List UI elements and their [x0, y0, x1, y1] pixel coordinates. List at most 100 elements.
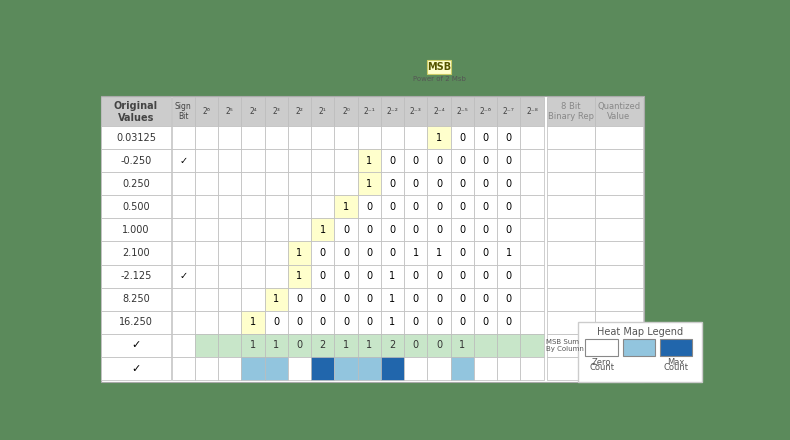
Text: 1: 1	[389, 317, 396, 327]
Bar	[101, 357, 171, 380]
Text: ✓: ✓	[131, 341, 141, 350]
Bar	[311, 149, 334, 172]
Text: 0: 0	[483, 156, 488, 165]
Bar	[474, 311, 497, 334]
Bar	[311, 288, 334, 311]
Bar	[242, 98, 265, 126]
Text: Heat Map Legend: Heat Map Legend	[596, 326, 683, 337]
Text: 16.250: 16.250	[119, 317, 153, 327]
Bar	[288, 98, 311, 126]
Bar	[358, 242, 381, 264]
Bar	[497, 98, 521, 126]
Bar	[521, 98, 544, 126]
Bar	[101, 195, 171, 218]
Text: 2⁻²: 2⁻²	[386, 107, 398, 116]
Text: 8.250: 8.250	[122, 294, 150, 304]
Bar	[595, 311, 643, 334]
Text: 0: 0	[436, 202, 442, 212]
Text: 0: 0	[506, 179, 512, 189]
Text: 0: 0	[506, 317, 512, 327]
Bar	[242, 126, 265, 149]
Bar	[171, 195, 195, 218]
Bar	[358, 334, 381, 357]
Bar	[265, 195, 288, 218]
Bar	[404, 264, 427, 288]
Text: 0: 0	[436, 317, 442, 327]
Bar	[474, 242, 497, 264]
Bar	[265, 334, 288, 357]
Bar	[474, 149, 497, 172]
Bar	[171, 288, 195, 311]
Bar	[101, 149, 171, 172]
Text: 2: 2	[320, 341, 325, 350]
Bar	[547, 242, 595, 264]
Text: 0: 0	[343, 317, 349, 327]
Bar	[242, 195, 265, 218]
Bar	[101, 334, 171, 357]
Text: 0.03125: 0.03125	[116, 132, 156, 143]
Text: 0: 0	[366, 317, 372, 327]
Bar	[101, 96, 645, 381]
Bar	[311, 126, 334, 149]
Bar	[101, 172, 171, 195]
Bar	[450, 334, 474, 357]
Text: 2⁻⁴: 2⁻⁴	[433, 107, 445, 116]
Bar	[595, 126, 643, 149]
Text: 0: 0	[506, 156, 512, 165]
Bar	[450, 311, 474, 334]
Text: 0: 0	[483, 225, 488, 235]
Text: 0: 0	[506, 132, 512, 143]
Bar	[358, 126, 381, 149]
Text: 0: 0	[366, 271, 372, 281]
Bar	[358, 98, 381, 126]
Bar	[450, 242, 474, 264]
Bar	[195, 242, 218, 264]
Bar	[171, 218, 195, 242]
Text: 2⁶: 2⁶	[202, 107, 210, 116]
Bar	[577, 322, 702, 382]
Bar	[381, 98, 404, 126]
Bar	[218, 264, 242, 288]
Text: 1: 1	[436, 248, 442, 258]
Bar	[218, 195, 242, 218]
Text: 0: 0	[389, 225, 396, 235]
Bar	[358, 218, 381, 242]
Text: Count: Count	[664, 363, 689, 372]
Bar	[547, 288, 595, 311]
Bar	[265, 311, 288, 334]
Bar	[381, 172, 404, 195]
Bar	[171, 172, 195, 195]
Bar	[242, 218, 265, 242]
Bar	[521, 334, 544, 357]
Bar	[450, 126, 474, 149]
Text: 0: 0	[343, 271, 349, 281]
Text: 0: 0	[320, 317, 325, 327]
Text: MSB Sum
By Column: MSB Sum By Column	[546, 339, 584, 352]
Bar	[404, 195, 427, 218]
Text: Power of 2 Msb: Power of 2 Msb	[412, 76, 465, 82]
Bar	[404, 149, 427, 172]
Text: 0: 0	[436, 271, 442, 281]
Bar	[427, 195, 450, 218]
Bar	[242, 334, 265, 357]
Text: 0: 0	[296, 317, 303, 327]
Bar	[242, 264, 265, 288]
Text: 1: 1	[366, 341, 372, 350]
Bar	[547, 172, 595, 195]
Bar	[195, 195, 218, 218]
Bar	[404, 242, 427, 264]
Bar	[265, 242, 288, 264]
Bar	[547, 264, 595, 288]
Text: 0.500: 0.500	[122, 202, 150, 212]
Text: 1: 1	[250, 317, 256, 327]
Bar	[595, 334, 643, 357]
Bar	[497, 242, 521, 264]
Bar	[288, 242, 311, 264]
Bar	[242, 288, 265, 311]
Text: 0: 0	[389, 248, 396, 258]
Bar	[521, 242, 544, 264]
Text: 1: 1	[366, 179, 372, 189]
Bar	[404, 172, 427, 195]
Bar	[334, 149, 358, 172]
Bar	[474, 172, 497, 195]
